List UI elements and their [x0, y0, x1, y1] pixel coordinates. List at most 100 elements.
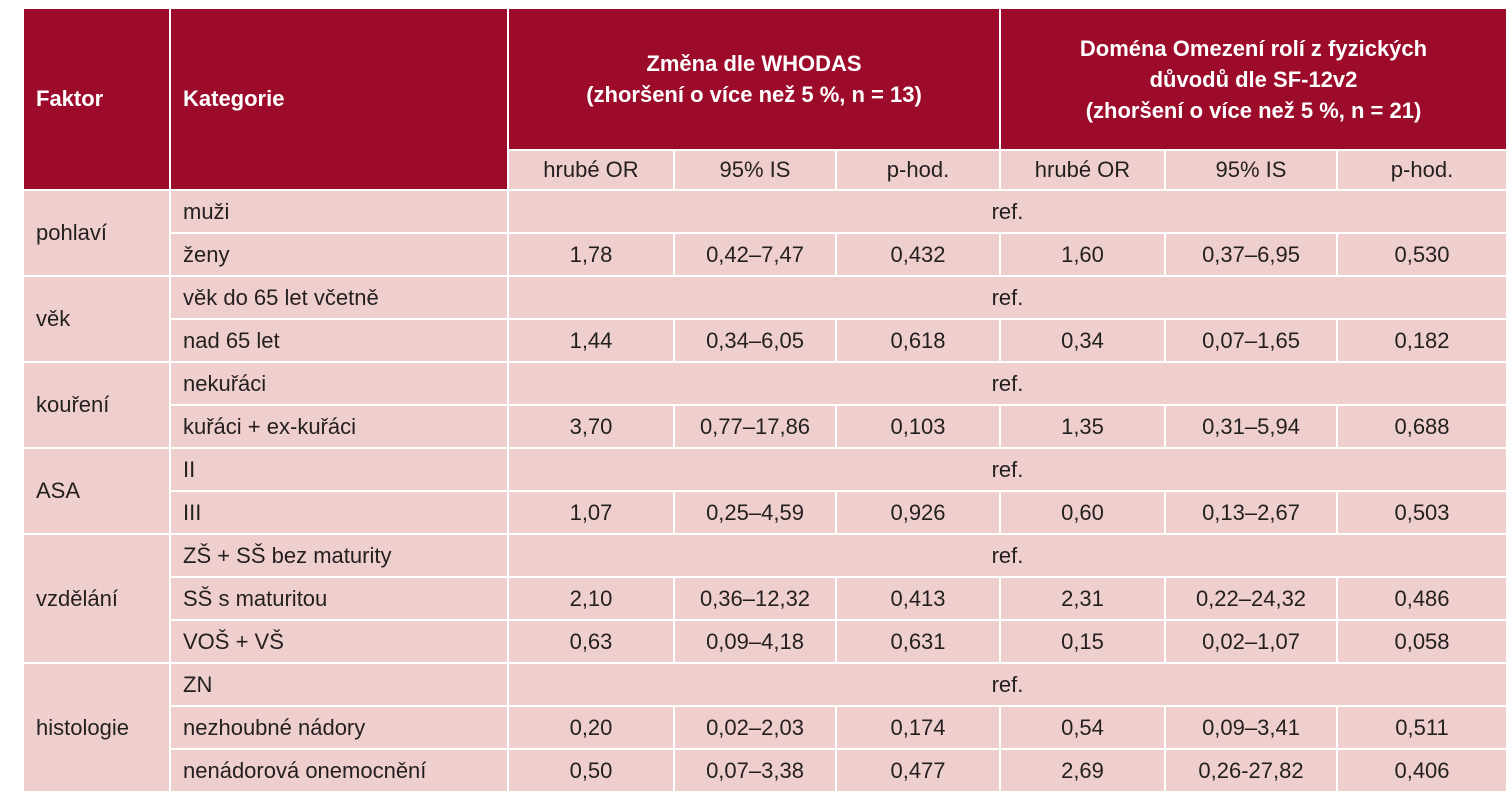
header-row-main: Faktor Kategorie Změna dle WHODAS (zhorš…: [22, 7, 1508, 191]
header-group-whodas-line1: Změna dle WHODAS: [646, 51, 862, 76]
category-cell: věk do 65 let včetně: [169, 275, 509, 320]
subheader-cell: 95% IS: [1164, 149, 1338, 191]
value-cell: 0,07–1,65: [1164, 318, 1338, 363]
value-cell: 3,70: [507, 404, 675, 449]
table-row: kouření nekuřáci ref.: [22, 361, 1508, 449]
table-row: SŠ s maturitou 2,10 0,36–12,32 0,413 2,3…: [23, 576, 1508, 621]
table-row: nezhoubné nádory 0,20 0,02–2,03 0,174 0,…: [23, 705, 1508, 750]
value-cell: 0,926: [835, 490, 1001, 535]
category-cell: SŠ s maturitou: [169, 576, 509, 621]
value-cell: 0,54: [999, 705, 1166, 750]
table-row: ASA II ref.: [22, 447, 1508, 535]
category-cell: III: [169, 490, 509, 535]
table-row: ženy 1,78 0,42–7,47 0,432 1,60 0,37–6,95…: [23, 232, 1508, 277]
table-row: nad 65 let 1,44 0,34–6,05 0,618 0,34 0,0…: [23, 318, 1508, 363]
value-cell: 0,511: [1336, 705, 1508, 750]
value-cell: 0,02–2,03: [673, 705, 837, 750]
value-cell: 0,20: [507, 705, 675, 750]
table-row: vzdělání ZŠ + SŠ bez maturity ref.: [22, 533, 1508, 664]
header-row-sub: hrubé OR 95% IS p-hod. hrubé OR 95% IS p…: [23, 149, 1508, 191]
value-cell: 0,34–6,05: [673, 318, 837, 363]
value-cell: 1,07: [507, 490, 675, 535]
table-row: kuřáci + ex-kuřáci 3,70 0,77–17,86 0,103…: [23, 404, 1508, 449]
subheader-cell: 95% IS: [673, 149, 837, 191]
category-cell: nenádorová onemocnění: [169, 748, 509, 793]
table-container: Faktor Kategorie Změna dle WHODAS (zhorš…: [22, 7, 1508, 793]
category-cell: II: [169, 447, 509, 492]
value-cell: 0,60: [999, 490, 1166, 535]
factor-cell: ASA: [22, 447, 171, 535]
ref-cell: ref.: [507, 447, 1508, 492]
header-category: Kategorie: [169, 7, 509, 191]
ref-cell: ref.: [507, 189, 1508, 234]
table-row: nenádorová onemocnění 0,50 0,07–3,38 0,4…: [23, 748, 1508, 793]
value-cell: 0,50: [507, 748, 675, 793]
results-table: Faktor Kategorie Změna dle WHODAS (zhorš…: [22, 7, 1508, 793]
subheader-cell: p-hod.: [1336, 149, 1508, 191]
value-cell: 1,35: [999, 404, 1166, 449]
value-cell: 1,78: [507, 232, 675, 277]
category-cell: ženy: [169, 232, 509, 277]
ref-cell: ref.: [507, 275, 1508, 320]
value-cell: 0,503: [1336, 490, 1508, 535]
category-cell: nad 65 let: [169, 318, 509, 363]
factor-cell: pohlaví: [22, 189, 171, 277]
table-row: histologie ZN ref.: [22, 662, 1508, 793]
value-cell: 0,058: [1336, 619, 1508, 664]
value-cell: 0,182: [1336, 318, 1508, 363]
value-cell: 1,44: [507, 318, 675, 363]
value-cell: 0,174: [835, 705, 1001, 750]
subheader-cell: hrubé OR: [999, 149, 1166, 191]
header-group-sf12-line2: důvodů dle SF-12v2: [1149, 66, 1358, 92]
value-cell: 0,432: [835, 232, 1001, 277]
value-cell: 2,31: [999, 576, 1166, 621]
value-cell: 0,530: [1336, 232, 1508, 277]
value-cell: 0,406: [1336, 748, 1508, 793]
header-group-sf12: Doména Omezení rolí z fyzických důvodů d…: [999, 7, 1508, 151]
value-cell: 0,36–12,32: [673, 576, 837, 621]
category-cell: nekuřáci: [169, 361, 509, 406]
table-header: Faktor Kategorie Změna dle WHODAS (zhorš…: [22, 7, 1508, 191]
value-cell: 0,103: [835, 404, 1001, 449]
value-cell: 0,07–3,38: [673, 748, 837, 793]
value-cell: 2,10: [507, 576, 675, 621]
header-group-sf12-line3: (zhoršení o více než 5 %, n = 21): [1085, 97, 1422, 123]
value-cell: 0,631: [835, 619, 1001, 664]
category-cell: ZN: [169, 662, 509, 707]
subheader-cell: hrubé OR: [507, 149, 675, 191]
value-cell: 0,31–5,94: [1164, 404, 1338, 449]
value-cell: 0,13–2,67: [1164, 490, 1338, 535]
value-cell: 0,09–4,18: [673, 619, 837, 664]
category-cell: VOŠ + VŠ: [169, 619, 509, 664]
value-cell: 0,77–17,86: [673, 404, 837, 449]
table-body: pohlaví muži ref. ženy 1,78 0,42–7,47 0,…: [22, 189, 1508, 793]
category-cell: ZŠ + SŠ bez maturity: [169, 533, 509, 578]
header-group-whodas: Změna dle WHODAS (zhoršení o více než 5 …: [507, 7, 1001, 151]
header-group-sf12-line1: Doména Omezení rolí z fyzických: [1079, 35, 1428, 61]
subheader-cell: p-hod.: [835, 149, 1001, 191]
value-cell: 0,02–1,07: [1164, 619, 1338, 664]
value-cell: 0,37–6,95: [1164, 232, 1338, 277]
header-factor: Faktor: [22, 7, 171, 191]
value-cell: 0,25–4,59: [673, 490, 837, 535]
table-row: věk věk do 65 let včetně ref.: [22, 275, 1508, 363]
value-cell: 0,09–3,41: [1164, 705, 1338, 750]
value-cell: 0,15: [999, 619, 1166, 664]
value-cell: 0,486: [1336, 576, 1508, 621]
factor-cell: histologie: [22, 662, 171, 793]
value-cell: 0,26-27,82: [1164, 748, 1338, 793]
factor-cell: vzdělání: [22, 533, 171, 664]
value-cell: 1,60: [999, 232, 1166, 277]
table-row: pohlaví muži ref.: [22, 189, 1508, 277]
value-cell: 0,34: [999, 318, 1166, 363]
header-group-whodas-line2: (zhoršení o více než 5 %, n = 13): [586, 82, 922, 107]
value-cell: 0,688: [1336, 404, 1508, 449]
category-cell: muži: [169, 189, 509, 234]
value-cell: 0,42–7,47: [673, 232, 837, 277]
category-cell: kuřáci + ex-kuřáci: [169, 404, 509, 449]
value-cell: 2,69: [999, 748, 1166, 793]
factor-cell: kouření: [22, 361, 171, 449]
value-cell: 0,22–24,32: [1164, 576, 1338, 621]
value-cell: 0,618: [835, 318, 1001, 363]
factor-cell: věk: [22, 275, 171, 363]
